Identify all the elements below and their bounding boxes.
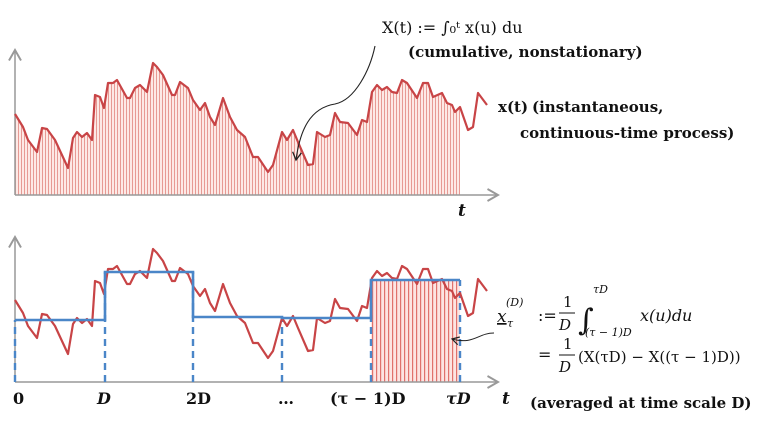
def-symbol: := [538, 306, 557, 325]
process-curve-bottom [14, 247, 488, 360]
cumulative-pointer-arrow [292, 45, 376, 162]
tick-label-D: D [96, 389, 111, 408]
top-axis-label: t [458, 201, 466, 221]
averaging-window-fill [371, 281, 460, 382]
top-panel: t X(t) := ∫₀ᵗ x(u) du (cumulative, nonst… [8, 18, 734, 221]
bottom-panel: 0 D 2D … (τ − 1)D τD t x (D) τ := 1 D ∫ … [8, 235, 751, 412]
cumulative-area-fill [15, 63, 460, 195]
frac-den-2: D [558, 358, 571, 376]
average-pointer-arrow [450, 332, 495, 346]
process-note-line2: continuous-time process) [520, 124, 734, 142]
tick-label-2D: 2D [186, 389, 211, 408]
formula-line2: (X(τD) − X((τ − 1)D)) [578, 348, 741, 366]
tick-label-ellipsis: … [278, 389, 294, 408]
process-curve [14, 61, 488, 174]
avg-subscript: τ [507, 317, 514, 330]
cumulative-note: (cumulative, nonstationary) [408, 43, 643, 61]
process-note-line1: (instantaneous, [532, 98, 663, 116]
process-symbol: x(t) [498, 98, 528, 116]
avg-superscript: (D) [506, 296, 523, 309]
block-average-steps [15, 270, 460, 322]
average-formula: x (D) τ := 1 D ∫ τD (τ − 1)D x(u)du = 1 … [497, 283, 741, 376]
eq-symbol: = [538, 345, 551, 364]
tick-label-tau-minus-1-D: (τ − 1)D [330, 389, 406, 408]
frac-num-1: 1 [563, 293, 573, 311]
avg-symbol: x [497, 307, 507, 327]
averaging-note: (averaged at time scale D) [530, 394, 751, 412]
integral-sign: ∫ [578, 303, 594, 338]
cumulative-formula: X(t) := ∫₀ᵗ x(u) du [382, 18, 523, 37]
integrand: x(u)du [640, 306, 692, 325]
tick-label-0: 0 [13, 389, 24, 408]
integral-lower: (τ − 1)D [585, 326, 632, 339]
bottom-axis-label: t [502, 389, 510, 409]
frac-den-1: D [558, 316, 571, 334]
tick-label-tau-D: τD [446, 389, 471, 408]
integral-upper: τD [593, 283, 608, 296]
frac-num-2: 1 [563, 335, 573, 353]
